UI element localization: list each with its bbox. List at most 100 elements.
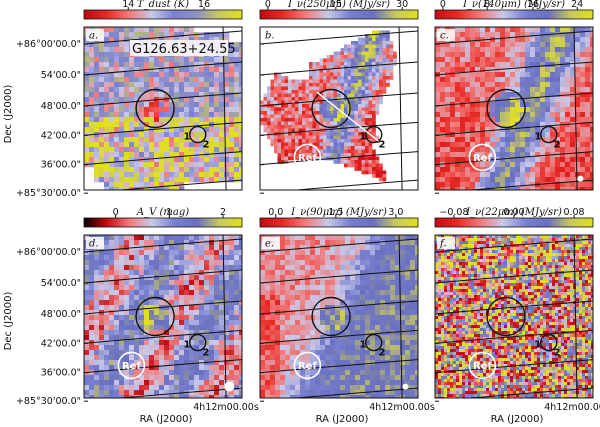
map-pixel <box>144 340 150 346</box>
map-pixel <box>174 27 180 33</box>
map-pixel <box>119 77 125 83</box>
map-pixel <box>274 93 278 98</box>
map-pixel <box>174 172 180 178</box>
map-pixel <box>199 87 205 93</box>
map-pixel <box>565 27 571 33</box>
map-pixel <box>361 79 366 84</box>
map-pixel <box>410 305 416 311</box>
map-pixel <box>500 162 506 168</box>
map-pixel <box>214 162 220 168</box>
map-pixel <box>179 235 185 241</box>
map-pixel <box>139 270 145 276</box>
map-pixel <box>535 72 541 78</box>
map-pixel <box>129 265 135 271</box>
map-pixel <box>224 102 230 108</box>
map-pixel <box>455 132 461 138</box>
map-pixel <box>379 51 383 56</box>
map-pixel <box>465 152 471 158</box>
map-pixel <box>154 245 160 251</box>
map-pixel <box>114 315 120 321</box>
map-pixel <box>239 137 242 143</box>
map-pixel <box>169 72 175 78</box>
map-pixel <box>184 315 190 321</box>
map-pixel <box>295 275 301 281</box>
map-pixel <box>209 375 215 381</box>
map-pixel <box>570 37 576 43</box>
map-pixel <box>590 42 593 48</box>
map-pixel <box>280 275 286 281</box>
map-pixel <box>590 137 593 143</box>
map-pixel <box>355 240 361 246</box>
map-pixel <box>465 182 471 188</box>
map-pixel <box>144 102 150 108</box>
map-pixel <box>510 72 516 78</box>
map-pixel <box>580 107 586 113</box>
map-pixel <box>134 305 140 311</box>
map-pixel <box>134 355 140 361</box>
map-pixel <box>316 132 320 136</box>
map-pixel <box>368 139 373 143</box>
map-pixel <box>199 260 205 266</box>
map-pixel <box>99 255 105 261</box>
map-pixel <box>400 235 406 241</box>
map-pixel <box>344 90 348 94</box>
map-pixel <box>337 100 341 105</box>
map-pixel <box>134 285 140 291</box>
map-pixel <box>189 152 195 158</box>
map-pixel <box>525 152 531 158</box>
map-pixel <box>139 320 145 326</box>
map-pixel <box>94 92 100 98</box>
map-pixel <box>490 87 496 93</box>
map-pixel <box>300 235 306 241</box>
map-pixel <box>490 117 496 123</box>
map-pixel <box>435 77 441 83</box>
map-pixel <box>316 153 320 157</box>
map-pixel <box>575 27 581 33</box>
map-pixel <box>350 300 356 306</box>
map-pixel <box>124 92 130 98</box>
map-pixel <box>114 152 120 158</box>
map-pixel <box>270 142 275 147</box>
map-pixel <box>360 320 366 326</box>
map-pixel <box>510 52 516 58</box>
map-pixel <box>372 97 376 101</box>
map-pixel <box>209 360 215 366</box>
map-pixel <box>520 67 526 73</box>
map-pixel <box>535 32 541 38</box>
map-pixel <box>234 72 240 78</box>
map-pixel <box>164 147 170 153</box>
map-pixel <box>340 255 346 261</box>
map-pixel <box>119 82 125 88</box>
map-pixel <box>590 167 593 173</box>
map-pixel <box>540 42 546 48</box>
map-pixel <box>323 139 327 143</box>
map-pixel <box>159 117 165 123</box>
map-pixel <box>139 310 145 316</box>
map-pixel <box>347 76 352 80</box>
map-pixel <box>525 77 531 83</box>
map-pixel <box>375 300 381 306</box>
map-pixel <box>347 121 352 126</box>
map-pixel <box>164 340 170 346</box>
map-pixel <box>555 182 561 188</box>
map-pixel <box>270 330 276 336</box>
map-pixel <box>109 325 115 331</box>
map-pixel <box>480 32 486 38</box>
map-pixel <box>134 295 140 301</box>
map-pixel <box>169 260 175 266</box>
map-pixel <box>224 240 230 246</box>
map-pixel <box>139 305 145 311</box>
map-pixel <box>219 112 225 118</box>
map-pixel <box>400 340 406 346</box>
map-pixel <box>460 137 466 143</box>
map-pixel <box>405 290 411 296</box>
map-pixel <box>229 87 235 93</box>
map-pixel <box>390 240 396 246</box>
map-pixel <box>470 102 476 108</box>
map-pixel <box>590 27 593 33</box>
map-pixel <box>263 121 268 126</box>
map-pixel <box>280 315 286 321</box>
map-pixel <box>124 132 130 138</box>
map-pixel <box>455 152 461 158</box>
map-pixel <box>361 135 366 140</box>
